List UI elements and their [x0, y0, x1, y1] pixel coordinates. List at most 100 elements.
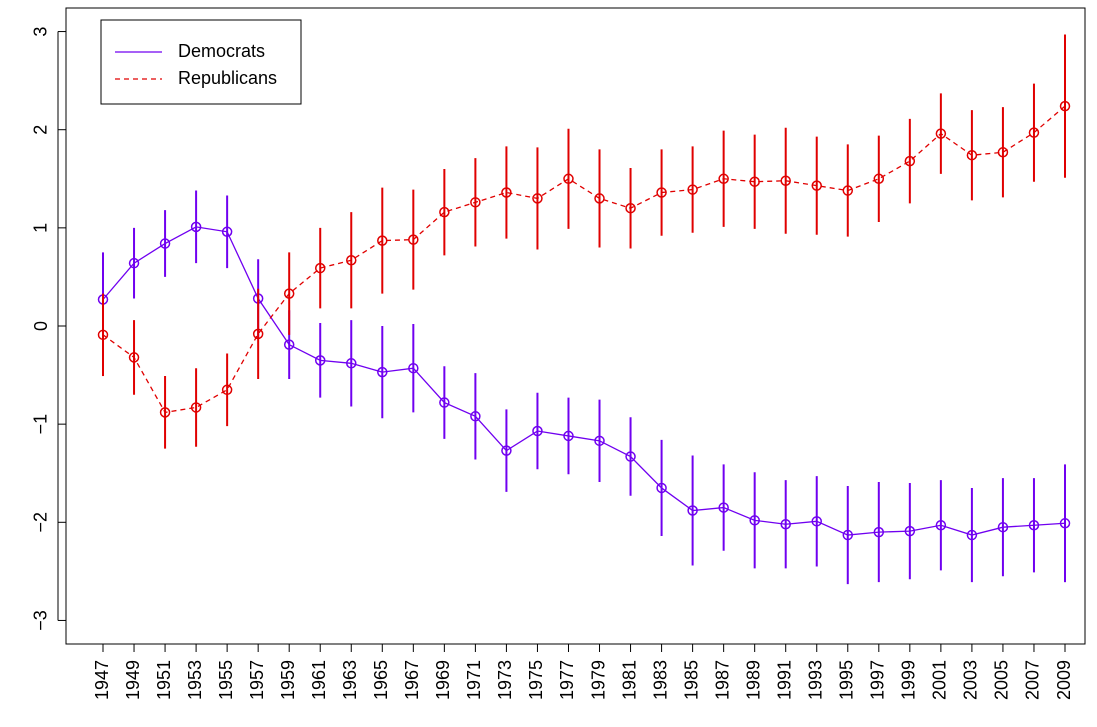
x-tick-label: 1951 [154, 660, 174, 700]
point [159, 407, 171, 418]
y-tick-label: 1 [31, 223, 51, 233]
point [625, 202, 636, 214]
point [904, 525, 916, 537]
x-tick-label: 1983 [650, 660, 670, 700]
x-tick-label: 1953 [185, 660, 205, 700]
point [873, 526, 885, 538]
point [159, 238, 171, 249]
x-tick-label: 1963 [340, 660, 360, 700]
series-line [102, 226, 1066, 536]
point [811, 180, 822, 191]
point [966, 529, 978, 541]
y-tick-label: 0 [31, 321, 51, 331]
x-tick-label: 1975 [526, 660, 546, 700]
point [811, 516, 822, 527]
point [283, 288, 295, 299]
point [377, 366, 388, 378]
point [408, 234, 419, 245]
point [221, 226, 233, 238]
point [128, 352, 140, 363]
point [190, 402, 202, 413]
point [656, 187, 667, 198]
point [594, 193, 605, 204]
point [314, 262, 326, 274]
x-tick-label: 1949 [123, 660, 143, 700]
legend-label: Democrats [178, 41, 265, 61]
point [439, 397, 450, 408]
point [625, 451, 636, 462]
point [408, 362, 419, 374]
point [346, 358, 357, 369]
point [128, 257, 140, 269]
point [439, 206, 450, 218]
point [842, 185, 854, 196]
point [966, 149, 978, 161]
x-tick-label: 1973 [495, 660, 515, 700]
point [780, 519, 791, 530]
x-tick-label: 1997 [868, 660, 888, 700]
point [470, 411, 481, 422]
x-tick-label: 2003 [961, 660, 981, 700]
point [935, 128, 947, 139]
x-tick-label: 1989 [743, 660, 763, 700]
x-tick-label: 2007 [1023, 660, 1043, 700]
x-tick-label: 1965 [371, 660, 391, 700]
point [718, 173, 729, 185]
point [687, 505, 698, 516]
point [532, 193, 543, 204]
point [283, 339, 295, 350]
x-tick-label: 1981 [619, 660, 639, 700]
point [532, 425, 543, 437]
x-tick-label: 1961 [309, 660, 329, 700]
point [252, 328, 264, 340]
point [190, 221, 202, 233]
x-tick-label: 1979 [588, 660, 608, 700]
point [501, 445, 512, 456]
x-tick-label: 1969 [433, 660, 453, 700]
x-tick-label: 1987 [712, 660, 732, 700]
point [904, 155, 916, 167]
point [842, 529, 854, 541]
y-tick-label: −2 [31, 512, 51, 533]
point [563, 430, 574, 442]
point [687, 184, 698, 195]
point [346, 254, 357, 266]
y-tick-label: 2 [31, 125, 51, 135]
point [749, 515, 760, 526]
point [997, 521, 1009, 533]
x-tick-label: 1985 [681, 660, 701, 700]
point [563, 173, 574, 185]
point [1059, 518, 1071, 529]
point [873, 173, 885, 185]
point [1028, 127, 1040, 138]
x-tick-label: 1999 [899, 660, 919, 700]
x-tick-label: 1959 [278, 660, 298, 700]
x-tick-label: 1955 [216, 660, 236, 700]
point [594, 435, 605, 447]
y-tick-label: −3 [31, 610, 51, 631]
x-tick-label: 1957 [247, 660, 267, 700]
x-tick-label: 1967 [402, 660, 422, 700]
y-tick-label: −1 [31, 414, 51, 435]
point [780, 175, 791, 186]
x-tick-label: 2009 [1054, 660, 1074, 700]
point [718, 502, 729, 513]
point [1028, 519, 1040, 531]
point [501, 187, 512, 198]
point [221, 384, 233, 396]
point [97, 329, 109, 341]
point [749, 176, 760, 187]
x-tick-label: 1995 [837, 660, 857, 700]
point [1059, 100, 1071, 112]
x-tick-label: 1971 [464, 660, 484, 700]
x-tick-label: 2001 [930, 660, 950, 700]
x-tick-label: 2005 [992, 660, 1012, 700]
legend-box [100, 19, 302, 105]
x-tick-label: 1991 [774, 660, 794, 700]
point [470, 197, 481, 208]
y-tick-label: 3 [31, 27, 51, 37]
x-tick-label: 1977 [557, 660, 577, 700]
legend-label: Republicans [178, 68, 277, 88]
series-line [102, 105, 1066, 414]
